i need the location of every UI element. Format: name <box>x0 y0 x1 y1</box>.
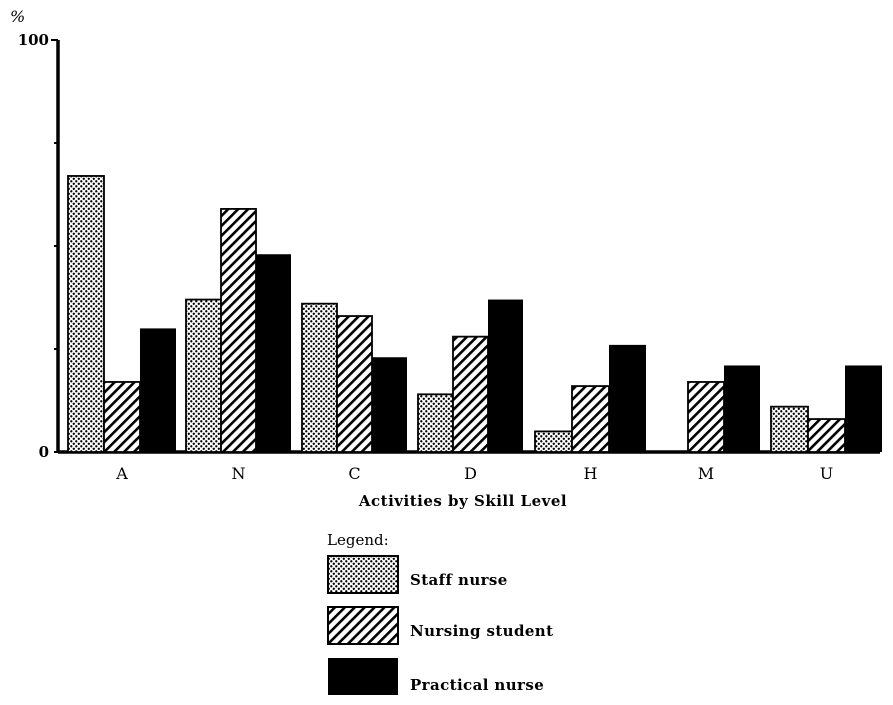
bar-A-nursing-student <box>103 381 141 453</box>
bar-D-staff-nurse <box>417 393 454 453</box>
x-tick-label-M: M <box>698 464 714 483</box>
bar-C-nursing-student <box>336 315 373 453</box>
legend-label: Practical nurse <box>410 676 544 694</box>
bar-A-staff-nurse <box>67 175 105 453</box>
legend-label: Staff nurse <box>410 571 508 589</box>
legend-title: Legend: <box>327 531 389 549</box>
x-tick-label-N: N <box>232 464 246 483</box>
x-tick-label-U: U <box>820 464 833 483</box>
x-tick-label-A: A <box>115 464 128 483</box>
y-ticks <box>51 39 58 453</box>
bar-M-nursing-student <box>687 381 725 453</box>
x-tick-label-D: D <box>464 464 477 483</box>
bar-group-A <box>67 175 176 453</box>
bar-group-D <box>417 299 523 453</box>
bar-N-practical-nurse <box>256 254 291 452</box>
bar-group-M <box>687 365 760 453</box>
y-unit-label: % <box>10 7 25 26</box>
bar-H-practical-nurse <box>609 344 646 452</box>
legend-label: Nursing student <box>410 622 553 640</box>
legend-swatch <box>327 606 399 645</box>
bar-U-nursing-student <box>807 418 846 453</box>
legend-swatch <box>328 658 398 695</box>
legend-swatch <box>327 555 399 594</box>
bar-C-practical-nurse <box>372 357 407 452</box>
legend-item-practical-nurse: Practical nurse <box>328 658 544 695</box>
bar-A-practical-nurse <box>140 328 176 452</box>
bar-U-staff-nurse <box>770 405 809 453</box>
bar-group-H <box>534 344 646 453</box>
bar-U-practical-nurse <box>845 365 882 452</box>
legend: Legend: Staff nurse Nursing student Practi… <box>327 531 553 695</box>
x-tick-label-C: C <box>348 464 360 483</box>
bar-M-practical-nurse <box>724 365 760 452</box>
bar-H-staff-nurse <box>534 430 573 453</box>
legend-item-nursing-student: Nursing student <box>327 606 553 645</box>
bar-N-staff-nurse <box>185 298 222 453</box>
x-axis-title: Activities by Skill Level <box>358 492 567 510</box>
bar-group-N <box>185 208 291 453</box>
legend-items: Staff nurse Nursing student Practical nurs… <box>327 555 553 695</box>
bars <box>67 175 882 453</box>
y-tick-label: 100 <box>18 31 49 49</box>
bar-D-nursing-student <box>452 335 489 453</box>
bar-N-nursing-student <box>220 208 257 453</box>
y-tick-labels: 0 100 <box>18 31 49 461</box>
legend-item-staff-nurse: Staff nurse <box>327 555 508 594</box>
bar-group-U <box>770 365 882 453</box>
bar-H-nursing-student <box>571 385 610 453</box>
bar-D-practical-nurse <box>488 299 523 452</box>
bar-C-staff-nurse <box>301 302 338 453</box>
y-tick-label: 0 <box>39 443 49 461</box>
bar-group-C <box>301 302 407 453</box>
x-tick-label-H: H <box>584 464 598 483</box>
